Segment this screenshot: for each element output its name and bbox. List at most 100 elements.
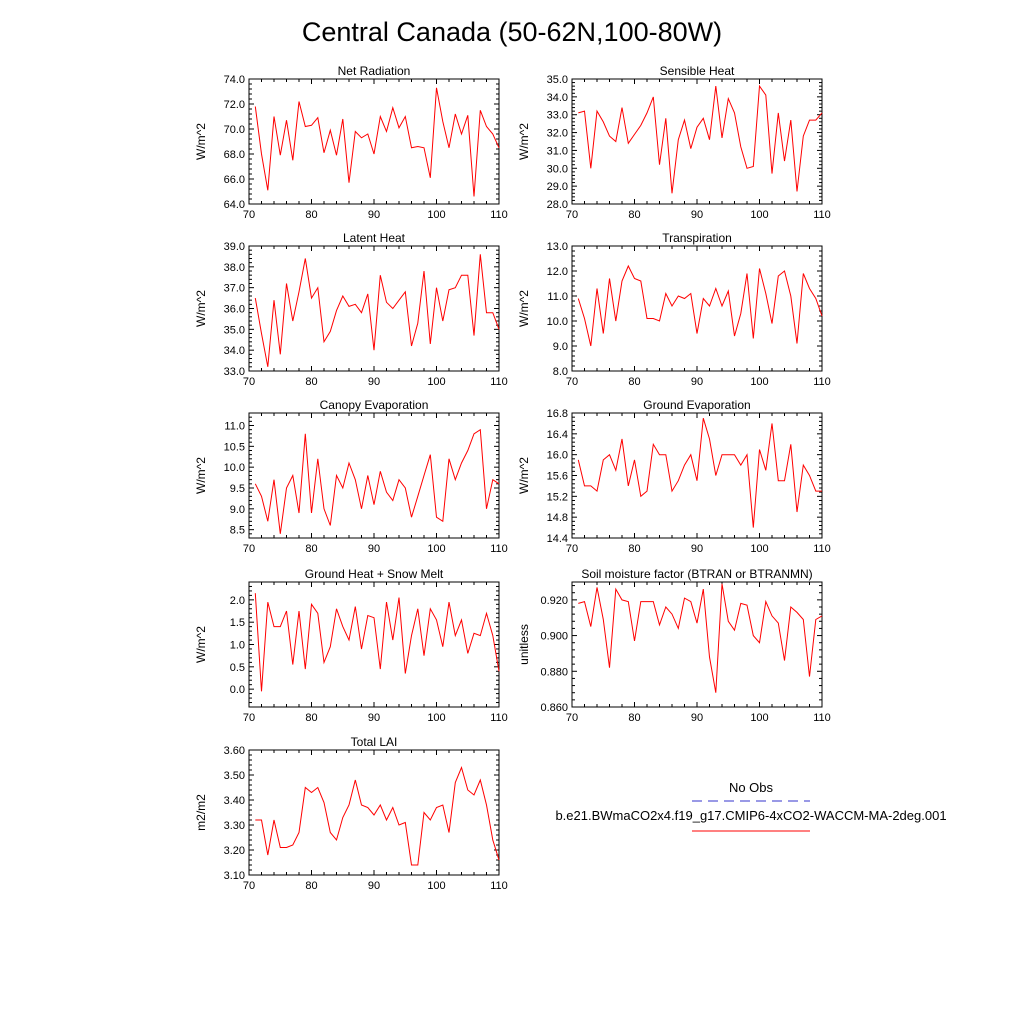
y-axis-label: W/m^2 — [194, 457, 208, 494]
y-tick-label: 0.0 — [230, 684, 245, 696]
y-tick-label: 33.0 — [224, 366, 245, 378]
legend-obs-label: No Obs — [729, 780, 774, 795]
series-line — [577, 418, 822, 528]
y-axis-label: m2/m2 — [194, 794, 208, 831]
x-tick-label: 80 — [305, 209, 317, 221]
chart-panels: Net Radiation W/m^2 70 80 90 100 110 64.0 66.0 68… — [194, 64, 831, 892]
y-tick-label: 64.0 — [224, 199, 245, 211]
y-tick-label: 16.4 — [547, 429, 568, 441]
y-axis-label: W/m^2 — [194, 123, 208, 160]
y-tick-label: 11.0 — [224, 421, 245, 433]
x-tick-label: 110 — [490, 712, 508, 724]
x-tick-label: 90 — [368, 880, 380, 892]
y-tick-label: 31.0 — [547, 145, 568, 157]
y-tick-label: 35.0 — [547, 74, 568, 86]
x-tick-label: 100 — [750, 376, 768, 388]
x-tick-label: 110 — [490, 209, 508, 221]
y-tick-label: 36.0 — [224, 304, 245, 316]
x-tick-label: 90 — [691, 712, 703, 724]
x-tick-label: 70 — [566, 543, 578, 555]
panel-title: Latent Heat — [343, 231, 406, 245]
x-tick-label: 90 — [368, 209, 380, 221]
y-tick-label: 9.0 — [553, 341, 568, 353]
x-tick-label: 90 — [368, 376, 380, 388]
y-tick-label: 0.900 — [540, 631, 568, 643]
figure-title: Central Canada (50-62N,100-80W) — [302, 17, 722, 47]
x-tick-label: 110 — [813, 376, 831, 388]
y-tick-label: 2.0 — [230, 595, 245, 607]
plot-frame — [248, 245, 500, 372]
x-tick-label: 100 — [427, 880, 445, 892]
series-line — [254, 593, 500, 692]
y-tick-label: 70.0 — [224, 124, 245, 136]
x-tick-label: 80 — [305, 543, 317, 555]
y-tick-label: 3.40 — [224, 795, 245, 807]
x-tick-label: 100 — [750, 209, 768, 221]
y-tick-label: 10.0 — [224, 462, 245, 474]
series-line — [578, 84, 823, 194]
x-tick-label: 70 — [243, 712, 255, 724]
y-tick-label: 66.0 — [224, 174, 245, 186]
x-tick-label: 100 — [750, 712, 768, 724]
x-tick-label: 90 — [691, 209, 703, 221]
chart-panel: Sensible Heat W/m^2 70 80 90 100 110 28.0 29.0 30… — [517, 64, 831, 221]
y-tick-label: 9.0 — [230, 504, 245, 516]
x-tick-label: 100 — [427, 543, 445, 555]
x-tick-label: 70 — [243, 209, 255, 221]
y-axis-label: W/m^2 — [517, 123, 531, 160]
x-tick-label: 70 — [243, 543, 255, 555]
x-tick-label: 90 — [368, 543, 380, 555]
chart-panel: Transpiration W/m^2 70 80 90 100 110 8.0 9.0 10.0… — [517, 231, 831, 388]
y-axis-label: W/m^2 — [194, 626, 208, 663]
chart-panel: Canopy Evaporation W/m^2 70 80 90 100 110 8.5 9.… — [194, 398, 508, 555]
y-tick-label: 32.0 — [547, 128, 568, 140]
y-tick-label: 0.860 — [540, 702, 568, 714]
plot-frame — [248, 78, 500, 205]
series-line — [254, 254, 500, 367]
y-tick-label: 33.0 — [547, 110, 568, 122]
y-tick-label: 16.0 — [547, 450, 568, 462]
panel-title: Canopy Evaporation — [320, 398, 429, 412]
panel-title: Total LAI — [351, 735, 398, 749]
series-line — [254, 87, 500, 197]
y-tick-label: 8.0 — [553, 366, 568, 378]
y-tick-label: 29.0 — [547, 181, 568, 193]
y-tick-label: 30.0 — [547, 163, 568, 175]
x-tick-label: 100 — [750, 543, 768, 555]
y-tick-label: 12.0 — [547, 266, 568, 278]
y-tick-label: 9.5 — [230, 483, 245, 495]
y-tick-label: 34.0 — [547, 92, 568, 104]
x-tick-label: 90 — [691, 543, 703, 555]
y-tick-label: 16.8 — [547, 408, 568, 420]
y-axis-label: W/m^2 — [517, 290, 531, 327]
y-tick-label: 1.0 — [230, 640, 245, 652]
x-tick-label: 90 — [368, 712, 380, 724]
x-tick-label: 110 — [490, 376, 508, 388]
panel-title: Ground Evaporation — [643, 398, 750, 412]
x-tick-label: 70 — [566, 712, 578, 724]
legend: No Obs b.e21.BWmaCO2x4.f19_g17.CMIP6-4xC… — [555, 780, 947, 832]
y-tick-label: 0.920 — [540, 595, 568, 607]
y-tick-label: 15.6 — [547, 471, 568, 483]
y-tick-label: 3.60 — [224, 745, 245, 757]
panel-title: Ground Heat + Snow Melt — [305, 567, 444, 581]
y-tick-label: 0.880 — [540, 666, 568, 678]
y-axis-label: W/m^2 — [517, 457, 531, 494]
y-tick-label: 14.8 — [547, 512, 568, 524]
chart-panel: Latent Heat W/m^2 70 80 90 100 110 33.0 34.0 35.0… — [194, 231, 508, 388]
y-tick-label: 13.0 — [547, 241, 568, 253]
x-tick-label: 100 — [427, 376, 445, 388]
chart-panel: Ground Heat + Snow Melt W/m^2 70 80 90 100 110… — [194, 567, 508, 724]
chart-panel: Ground Evaporation W/m^2 70 80 90 100 110 14.4 1… — [517, 398, 831, 555]
y-tick-label: 8.5 — [230, 525, 245, 537]
y-tick-label: 3.10 — [224, 870, 245, 882]
y-tick-label: 35.0 — [224, 324, 245, 336]
x-tick-label: 80 — [628, 712, 640, 724]
y-tick-label: 15.2 — [547, 491, 568, 503]
chart-panel: Soil moisture factor (BTRAN or BTRANMN) u… — [517, 567, 831, 724]
series-line — [254, 428, 500, 534]
x-tick-label: 80 — [628, 543, 640, 555]
y-tick-label: 34.0 — [224, 345, 245, 357]
y-tick-label: 3.30 — [224, 820, 245, 832]
